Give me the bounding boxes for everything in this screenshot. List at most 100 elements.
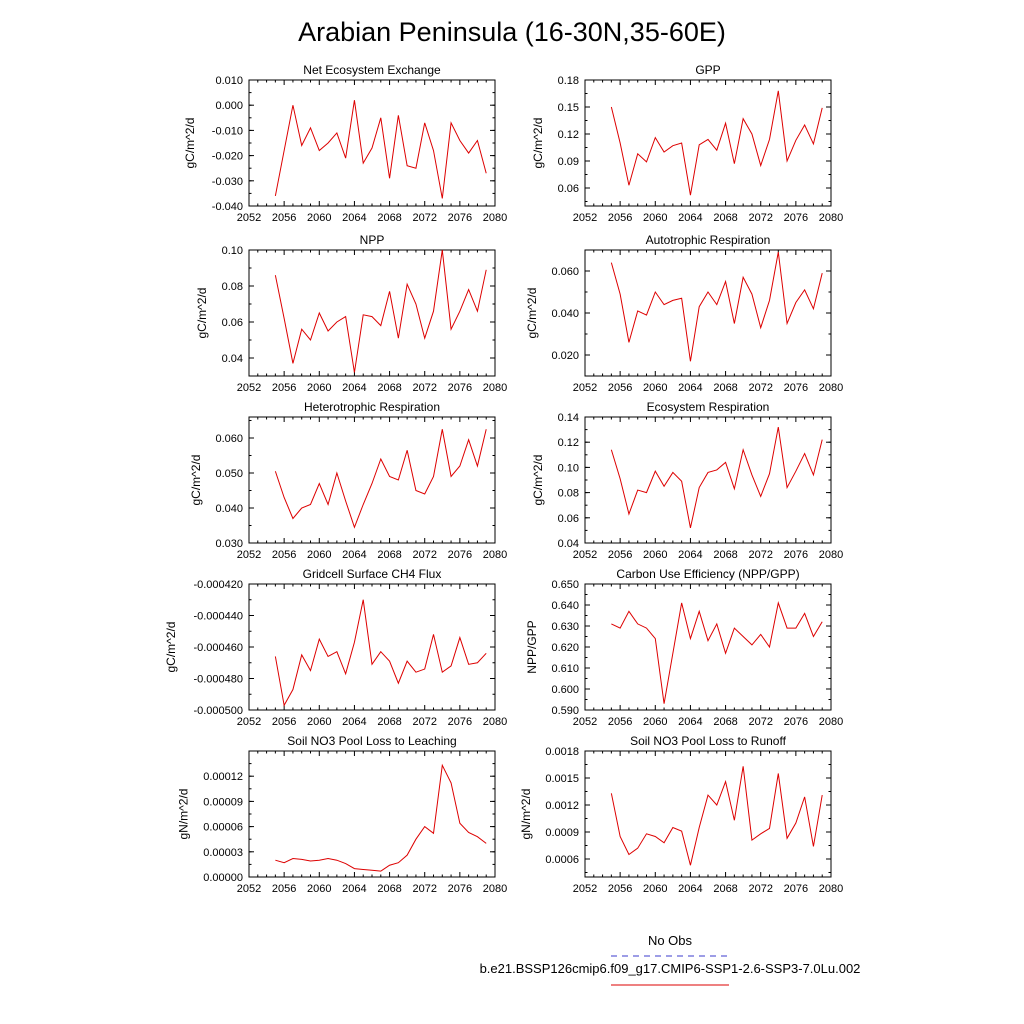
panel-carbon-use-efficiency-npp-gpp-ytick-label: 0.650 xyxy=(551,579,579,591)
panel-gpp-frame xyxy=(584,79,832,207)
panel-gridcell-surface-ch4-flux-xtick-label: 2056 xyxy=(272,716,296,728)
panel-ecosystem-respiration-series-line xyxy=(610,426,823,528)
panel-gridcell-surface-ch4-flux-ytick-label: -0.000440 xyxy=(193,611,243,623)
panel-carbon-use-efficiency-npp-gpp-xtick-label: 2060 xyxy=(643,716,667,728)
panel-autotrophic-respiration-frame xyxy=(584,249,832,377)
panel-soil-no3-pool-loss-to-leaching-xtick-label: 2068 xyxy=(377,883,401,895)
panel-gpp-xtick-label: 2052 xyxy=(573,212,597,224)
panel-carbon-use-efficiency-npp-gpp-xtick-label: 2052 xyxy=(573,716,597,728)
legend: No Obs b.e21.BSSP126cmip6.f09_g17.CMIP6-… xyxy=(480,933,861,986)
panel-soil-no3-pool-loss-to-runoff-xtick-label: 2052 xyxy=(573,883,597,895)
panel-soil-no3-pool-loss-to-leaching-ytick-label: 0.00000 xyxy=(203,872,243,884)
panel-npp-xtick-label: 2072 xyxy=(412,382,436,394)
panel-gridcell-surface-ch4-flux-ytick-label: -0.000500 xyxy=(193,705,243,717)
panel-soil-no3-pool-loss-to-leaching-xtick-label: 2056 xyxy=(272,883,296,895)
panel-carbon-use-efficiency-npp-gpp: Carbon Use Efficiency (NPP/GPP) 2052 2056 2… xyxy=(525,567,843,728)
panel-carbon-use-efficiency-npp-gpp-ytick-label: 0.630 xyxy=(551,621,579,633)
panel-npp-xtick-label: 2076 xyxy=(448,382,472,394)
panel-gpp-ytick-label: 0.09 xyxy=(558,156,579,168)
panel-ecosystem-respiration-xtick-label: 2072 xyxy=(748,549,772,561)
panel-heterotrophic-respiration-frame xyxy=(248,416,496,544)
panel-carbon-use-efficiency-npp-gpp-xtick-label: 2072 xyxy=(748,716,772,728)
panel-ecosystem-respiration-frame xyxy=(584,416,832,544)
panel-autotrophic-respiration-xtick-label: 2060 xyxy=(643,382,667,394)
panel-ecosystem-respiration-xtick-label: 2056 xyxy=(608,549,632,561)
panel-net-ecosystem-exchange-xtick-label: 2052 xyxy=(237,212,261,224)
panel-net-ecosystem-exchange-ytick-label: 0.010 xyxy=(215,75,243,87)
panel-net-ecosystem-exchange-xtick-label: 2064 xyxy=(342,212,366,224)
panel-gridcell-surface-ch4-flux-xtick-label: 2076 xyxy=(448,716,472,728)
panel-heterotrophic-respiration-title: Heterotrophic Respiration xyxy=(304,400,440,414)
panel-net-ecosystem-exchange-ytick-label: 0.000 xyxy=(215,100,243,112)
panel-carbon-use-efficiency-npp-gpp-xtick-label: 2076 xyxy=(784,716,808,728)
panel-gpp-title: GPP xyxy=(695,63,720,77)
panel-npp-ylabel: gC/m^2/d xyxy=(195,288,209,339)
panel-heterotrophic-respiration-ytick-label: 0.040 xyxy=(215,503,243,515)
panel-soil-no3-pool-loss-to-leaching-ytick-label: 0.00006 xyxy=(203,822,243,834)
panel-gpp-xtick-label: 2068 xyxy=(713,212,737,224)
panel-ecosystem-respiration: Ecosystem Respiration 2052 2056 2060 2064 206… xyxy=(531,400,843,561)
panel-carbon-use-efficiency-npp-gpp-ytick-label: 0.590 xyxy=(551,705,579,717)
panel-ecosystem-respiration-ytick-label: 0.12 xyxy=(558,437,579,449)
panel-autotrophic-respiration-xtick-label: 2076 xyxy=(784,382,808,394)
panel-gridcell-surface-ch4-flux-xtick-label: 2068 xyxy=(377,716,401,728)
panel-soil-no3-pool-loss-to-leaching-xtick-label: 2072 xyxy=(412,883,436,895)
panel-npp: NPP 2052 2056 2060 2064 2068 2072 2076 2080 0.04 0… xyxy=(195,233,507,394)
panel-heterotrophic-respiration-xtick-label: 2068 xyxy=(377,549,401,561)
panel-ecosystem-respiration-xtick-label: 2080 xyxy=(819,549,843,561)
panel-autotrophic-respiration-xtick-label: 2072 xyxy=(748,382,772,394)
panel-gpp-xtick-label: 2072 xyxy=(748,212,772,224)
panel-autotrophic-respiration-ytick-label: 0.060 xyxy=(551,266,579,278)
panel-gridcell-surface-ch4-flux-ytick-label: -0.000460 xyxy=(193,642,243,654)
panel-gridcell-surface-ch4-flux-xtick-label: 2064 xyxy=(342,716,366,728)
panel-net-ecosystem-exchange-xtick-label: 2056 xyxy=(272,212,296,224)
panel-gpp-ylabel: gC/m^2/d xyxy=(531,118,545,169)
panel-soil-no3-pool-loss-to-runoff-ytick-label: 0.0009 xyxy=(545,827,579,839)
panel-npp-xtick-label: 2056 xyxy=(272,382,296,394)
panel-soil-no3-pool-loss-to-leaching-xtick-label: 2060 xyxy=(307,883,331,895)
panel-carbon-use-efficiency-npp-gpp-xtick-label: 2056 xyxy=(608,716,632,728)
panel-carbon-use-efficiency-npp-gpp-title: Carbon Use Efficiency (NPP/GPP) xyxy=(616,567,799,581)
panel-heterotrophic-respiration: Heterotrophic Respiration 2052 2056 2060 206… xyxy=(189,400,507,561)
legend-label-no-obs: No Obs xyxy=(648,933,693,948)
panel-ecosystem-respiration-xtick-label: 2068 xyxy=(713,549,737,561)
panel-carbon-use-efficiency-npp-gpp-ytick-label: 0.620 xyxy=(551,642,579,654)
panel-npp-title: NPP xyxy=(360,233,385,247)
panel-gpp-xtick-label: 2056 xyxy=(608,212,632,224)
panel-net-ecosystem-exchange-series-line xyxy=(274,100,487,199)
panel-soil-no3-pool-loss-to-leaching-xtick-label: 2052 xyxy=(237,883,261,895)
panel-carbon-use-efficiency-npp-gpp-ytick-label: 0.610 xyxy=(551,663,579,675)
panel-soil-no3-pool-loss-to-runoff-frame xyxy=(584,750,832,878)
panel-soil-no3-pool-loss-to-leaching-xtick-label: 2076 xyxy=(448,883,472,895)
panel-gpp-xtick-label: 2076 xyxy=(784,212,808,224)
panel-npp-ytick-label: 0.08 xyxy=(222,281,243,293)
panel-gpp-ytick-label: 0.06 xyxy=(558,183,579,195)
panel-heterotrophic-respiration-ytick-label: 0.050 xyxy=(215,468,243,480)
panel-autotrophic-respiration-xtick-label: 2080 xyxy=(819,382,843,394)
figure-title: Arabian Peninsula (16-30N,35-60E) xyxy=(298,17,726,47)
panel-npp-series-line xyxy=(274,249,487,373)
panel-soil-no3-pool-loss-to-runoff-xtick-label: 2068 xyxy=(713,883,737,895)
panel-ecosystem-respiration-xtick-label: 2076 xyxy=(784,549,808,561)
panel-npp-xtick-label: 2064 xyxy=(342,382,366,394)
panel-soil-no3-pool-loss-to-runoff-xtick-label: 2076 xyxy=(784,883,808,895)
panel-gpp-xtick-label: 2080 xyxy=(819,212,843,224)
panel-soil-no3-pool-loss-to-leaching-ytick-label: 0.00009 xyxy=(203,796,243,808)
panel-npp-xtick-label: 2060 xyxy=(307,382,331,394)
panel-ecosystem-respiration-xtick-label: 2060 xyxy=(643,549,667,561)
panel-carbon-use-efficiency-npp-gpp-series-line xyxy=(611,601,823,704)
legend-label-model-run: b.e21.BSSP126cmip6.f09_g17.CMIP6-SSP1-2.… xyxy=(480,961,861,976)
panel-heterotrophic-respiration-ylabel: gC/m^2/d xyxy=(189,455,203,506)
panel-soil-no3-pool-loss-to-runoff-xtick-label: 2064 xyxy=(678,883,702,895)
panel-gpp-ytick-label: 0.18 xyxy=(558,75,579,87)
panel-soil-no3-pool-loss-to-leaching-ylabel: gN/m^2/d xyxy=(177,789,191,840)
panel-heterotrophic-respiration-xtick-label: 2056 xyxy=(272,549,296,561)
panel-soil-no3-pool-loss-to-leaching-title: Soil NO3 Pool Loss to Leaching xyxy=(287,734,456,748)
panel-autotrophic-respiration-ytick-label: 0.020 xyxy=(551,350,579,362)
panel-heterotrophic-respiration-xtick-label: 2052 xyxy=(237,549,261,561)
panel-autotrophic-respiration-xtick-label: 2068 xyxy=(713,382,737,394)
panel-heterotrophic-respiration-xtick-label: 2072 xyxy=(412,549,436,561)
panel-carbon-use-efficiency-npp-gpp-xtick-label: 2064 xyxy=(678,716,702,728)
panel-npp-ytick-label: 0.10 xyxy=(222,245,243,257)
